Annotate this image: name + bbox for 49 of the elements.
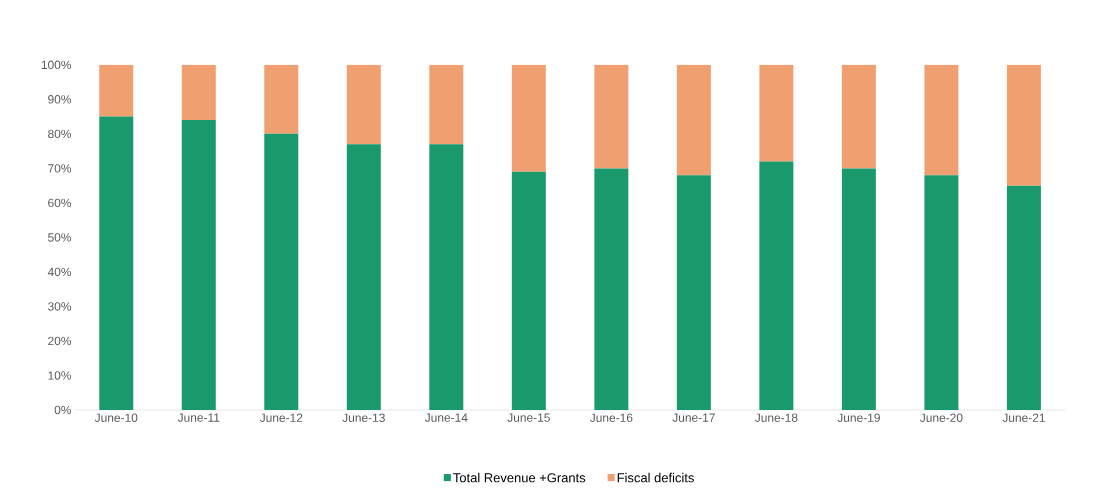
bar bbox=[1006, 185, 1041, 410]
x-tick-label: June-20 bbox=[919, 413, 963, 422]
y-tick-label: 70% bbox=[48, 164, 72, 173]
bar bbox=[264, 64, 299, 134]
bar bbox=[1006, 64, 1041, 186]
bar bbox=[924, 175, 959, 410]
bar bbox=[511, 64, 546, 172]
bar bbox=[181, 64, 216, 121]
x-tick-label: June-21 bbox=[1002, 413, 1045, 422]
bar bbox=[676, 175, 711, 410]
bar bbox=[594, 168, 629, 410]
y-tick-label: 10% bbox=[48, 371, 72, 380]
bar bbox=[841, 168, 876, 410]
bar bbox=[841, 64, 876, 169]
y-tick-label: 20% bbox=[48, 336, 72, 346]
bar bbox=[99, 116, 134, 410]
x-tick-label: June-10 bbox=[94, 413, 138, 422]
x-tick-label: June-11 bbox=[177, 413, 220, 422]
bar bbox=[99, 64, 134, 117]
bar bbox=[924, 64, 959, 176]
x-tick-label: June-15 bbox=[507, 413, 550, 422]
x-tick-label: June-12 bbox=[259, 413, 303, 422]
y-tick-label: 50% bbox=[48, 233, 72, 242]
bar bbox=[429, 144, 464, 410]
x-tick-label: June-13 bbox=[342, 413, 385, 422]
y-tick-label: 60% bbox=[48, 198, 72, 208]
bar bbox=[346, 64, 381, 145]
y-tick-label: 30% bbox=[48, 302, 72, 311]
bar bbox=[594, 64, 629, 169]
bar bbox=[511, 171, 546, 410]
x-tick-label: June-19 bbox=[837, 413, 880, 422]
y-tick-label: 80% bbox=[48, 129, 72, 139]
x-tick-label: June-17 bbox=[672, 413, 715, 422]
bar bbox=[429, 64, 464, 145]
legend-label: Fiscal deficits bbox=[617, 472, 694, 483]
bar bbox=[181, 120, 216, 410]
y-tick-label: 40% bbox=[47, 267, 72, 277]
y-tick-label: 0% bbox=[54, 405, 72, 415]
y-tick-label: 100% bbox=[41, 60, 72, 70]
bar bbox=[264, 133, 299, 410]
bar bbox=[676, 64, 711, 176]
bar bbox=[759, 64, 794, 162]
x-tick-label: June-16 bbox=[589, 413, 633, 422]
y-tick-label: 90% bbox=[48, 95, 72, 104]
bar bbox=[759, 161, 794, 410]
x-tick-label: June-14 bbox=[424, 413, 468, 422]
legend-label: Total Revenue +Grants bbox=[453, 472, 586, 483]
x-tick-label: June-18 bbox=[754, 413, 798, 422]
bar bbox=[346, 144, 381, 410]
